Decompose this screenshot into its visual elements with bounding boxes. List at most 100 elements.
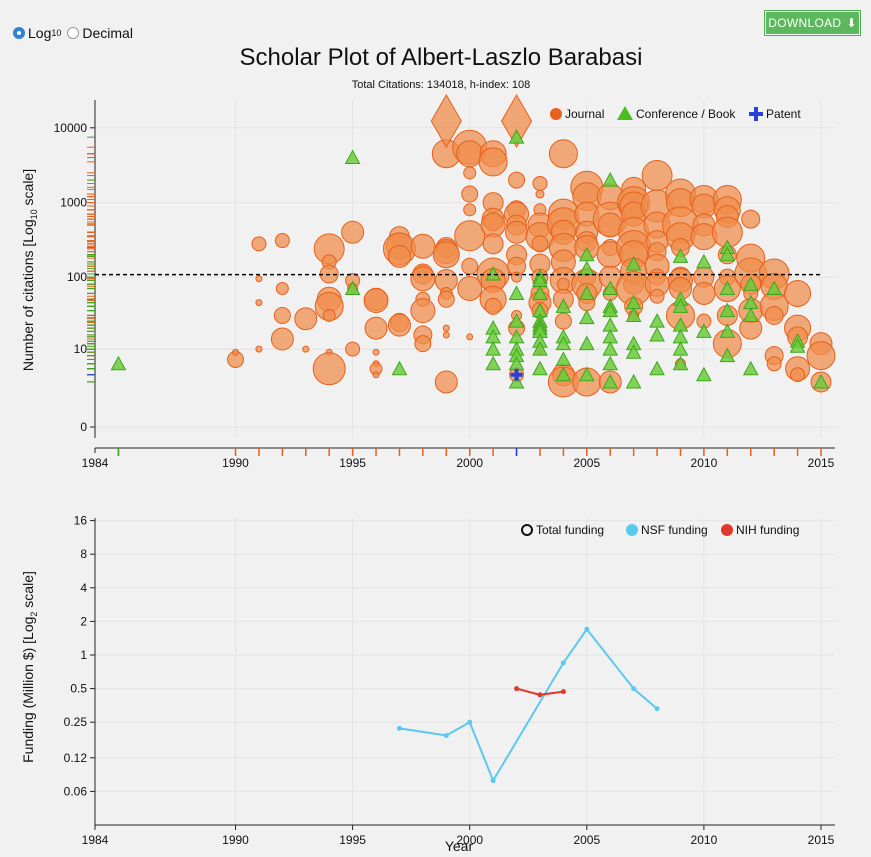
journal-point [484,297,502,315]
x-tick-label: 2005 [573,456,600,470]
journal-point [457,276,483,302]
x-tick-label: 2000 [456,456,483,470]
conference-point [578,335,595,351]
journal-diamond-point [430,93,462,149]
y-tick-label: 0 [80,420,87,434]
y-tick-label: 16 [74,514,88,528]
journal-point [478,147,508,177]
journal-point [649,288,665,304]
decimal-radio[interactable]: Decimal [67,25,133,41]
funding-legend: Total funding NSF funding NIH funding [521,523,799,537]
y-tick-label: 4 [80,581,87,595]
journal-point [437,290,455,308]
conference-point [578,309,595,325]
legend-journal-icon [550,108,562,120]
conference-point [602,355,619,371]
x-tick-label: 1995 [339,456,366,470]
journal-point [461,257,479,275]
conference-point [625,373,642,389]
y-tick-label: 1 [80,648,87,662]
legend-conference-icon [617,106,633,120]
series-point [560,660,566,666]
conference-point [719,323,736,338]
y-tick-label: 0.25 [64,715,88,729]
conference-point [602,172,619,187]
x-tick-label: 2010 [691,456,718,470]
journal-point [302,345,310,353]
conference-point [485,341,501,356]
patent-point [510,368,523,381]
journal-point [466,333,474,341]
journal-point [434,370,458,394]
journal-point [511,271,523,283]
conference-point [508,373,525,389]
journal-point [410,266,436,292]
series-point [490,778,496,784]
log10-radio[interactable]: Log 10 [13,25,61,41]
journal-point [255,275,263,283]
conference-point [532,341,548,356]
journal-point [454,220,486,252]
conference-point [649,360,665,376]
journal-point [766,356,782,372]
conference-point [696,366,712,382]
journal-point [806,341,836,371]
conference-point [649,326,665,342]
conference-point [344,149,361,165]
journal-point [548,139,578,169]
journal-point [363,288,389,314]
conference-point [719,246,736,262]
journal-point [364,316,388,340]
conference-point [696,323,712,338]
y-tick-label: 100 [67,270,87,284]
journal-point [251,236,267,252]
x-tick-label: 1995 [339,833,366,847]
journal-point [463,166,477,180]
journal-point [322,308,336,322]
conference-point [485,265,501,281]
x-tick-label: 2000 [456,833,483,847]
y-tick-label: 0.12 [64,751,88,765]
conference-point [602,328,619,344]
series-point [396,725,402,731]
legend-journal-label: Journal [565,107,604,121]
page-subtitle: Total Citations: 134018, h-index: 108 [351,79,531,91]
journal-point [556,277,570,291]
series-point [560,689,566,695]
series-point [631,686,637,692]
conference-point [719,302,736,318]
x-tick-label: 2015 [808,456,835,470]
conference-point [742,276,759,291]
journal-point [345,341,361,357]
journal-point [741,209,761,229]
decimal-radio-label: Decimal [82,25,133,41]
series-point [443,733,449,739]
journal-point [294,307,318,331]
conference-point [742,360,759,376]
download-button-label: DOWNLOAD [768,16,842,30]
conference-point [672,328,689,344]
conference-point [672,248,689,263]
y-axis-title: Number of citations [Log10 scale] [20,169,39,371]
journal-series [227,93,836,398]
conference-point [532,285,548,300]
conference-point [625,344,642,359]
download-button[interactable]: DOWNLOAD ⬇ [764,10,861,36]
conference-point [578,366,595,382]
journal-point [274,233,290,249]
journal-point [535,189,545,199]
journal-point [273,306,291,324]
journal-point [442,324,450,332]
conference-point [602,302,619,318]
legend-nih-icon [721,524,733,536]
conference-series [110,129,829,389]
page-title: Scholar Plot of Albert-Laszlo Barabasi [239,44,643,71]
legend-nsf-icon [626,524,638,536]
conference-point [625,255,642,271]
legend-nih-label: NIH funding [736,523,799,537]
conference-point [508,313,525,328]
journal-point [275,282,289,296]
conference-point [813,373,829,389]
conference-point [578,260,595,276]
journal-point [461,185,479,203]
